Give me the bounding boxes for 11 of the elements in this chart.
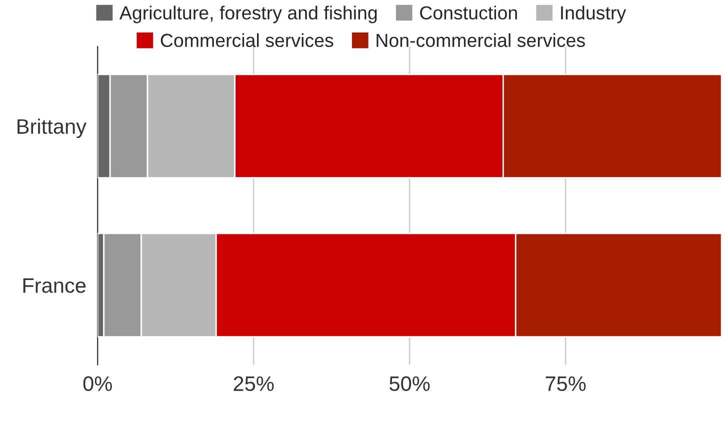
legend-label: Agriculture, forestry and fishing bbox=[119, 6, 377, 24]
legend-label: Non-commercial services bbox=[376, 33, 585, 48]
legend-label: Commercial services bbox=[160, 33, 334, 48]
legend-label: Constuction bbox=[420, 6, 517, 20]
legend-label: Industry bbox=[561, 6, 626, 24]
y-tick-label: France bbox=[23, 278, 86, 293]
x-tick-label: 0% bbox=[83, 376, 112, 392]
x-tick-label: 50% bbox=[390, 376, 430, 392]
x-tick-label: 75% bbox=[546, 376, 586, 392]
y-tick-label: Brittany bbox=[18, 118, 86, 138]
x-tick-label: 25% bbox=[234, 376, 274, 392]
